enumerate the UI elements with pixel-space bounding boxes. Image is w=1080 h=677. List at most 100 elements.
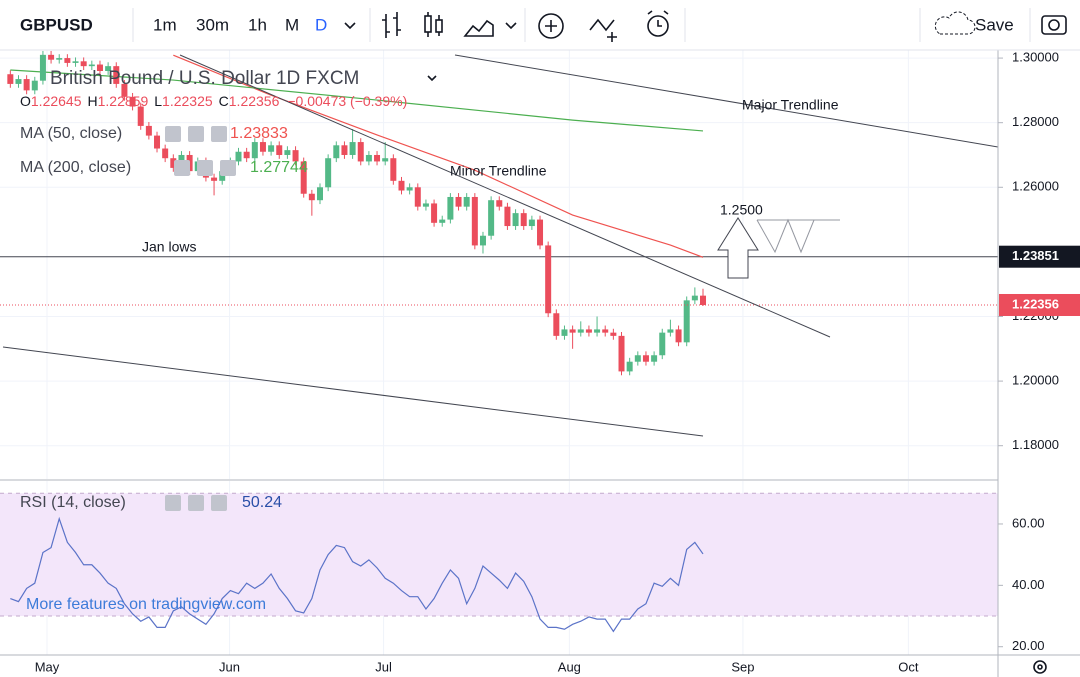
candle-body [594,329,601,333]
candle-body [496,200,503,207]
interval[interactable]: 1h [248,15,267,34]
interval[interactable]: D [315,15,327,34]
interval[interactable]: 30m [196,15,229,34]
candle-body [431,203,438,223]
candle-body [48,54,55,60]
candle-body [145,125,152,136]
candle-body [512,213,519,227]
ohlc-legend: O1.22645 H1.22859 L1.22325 C1.22356 −0.00473… [20,93,407,109]
candle-body [447,196,454,220]
candle-body [634,355,641,362]
candle-body [15,79,22,84]
save-button[interactable]: Save [975,15,1014,34]
candle-body [618,335,625,372]
interval[interactable]: M [285,15,299,34]
legend-value: 1.27744 [250,159,308,176]
candle-body [268,145,275,152]
candle-body [504,206,511,227]
chart-title: British Pound / U.S. Dollar 1D FXCM [50,68,359,89]
save-icon[interactable] [934,11,976,35]
annotation: Minor Trendline [450,163,547,179]
candle-body [479,235,486,246]
plot-area [0,50,998,479]
candle-body [316,187,323,201]
rsi-title: RSI (14, close) [20,494,126,511]
dropdown-icon[interactable] [344,22,356,30]
dropdown-icon [427,75,437,82]
x-tick-label: Sep [731,659,754,674]
y-tick-label: 1.30000 [1012,50,1059,65]
ohlc-label: H [88,93,98,109]
ohlc-value: 1.22859 [98,93,149,109]
price-tag-label: 1.23851 [1012,248,1059,263]
candle-body [585,329,592,333]
candle-body [113,66,120,84]
candle-body [700,295,707,305]
rsi-value: 50.24 [242,494,282,511]
candle-body [121,83,128,97]
candle-body [602,329,609,333]
major-trendline [454,54,998,148]
ohlc-label: L [154,93,162,109]
candle-body [7,74,14,84]
candle-body [333,145,340,159]
candle-body [471,196,478,246]
up-arrow [717,217,759,279]
candle-body [382,158,389,162]
price-tag-label: 1.22356 [1012,296,1059,311]
rsi-line [10,516,704,633]
legend-entry: MA (200, close) [20,159,131,176]
alert-icon[interactable] [647,10,669,37]
rsi-plot-area [0,481,998,655]
candle-body [259,142,266,152]
indicators-icon[interactable] [589,18,617,42]
ohlc-value: 1.22356 [229,93,280,109]
dropdown-icon[interactable] [505,22,517,30]
candle-body [365,154,372,162]
candle-body [251,142,258,159]
candle-body [162,148,169,159]
rsi-band [0,493,998,617]
candle-body [308,193,315,201]
candle-body [520,213,527,227]
candle-body [137,106,144,126]
candle-body [488,200,495,236]
candle-body [235,151,242,162]
candle-body [357,142,364,162]
compare-icon[interactable] [538,13,564,39]
candle-body [577,329,584,333]
area-icon[interactable] [463,19,494,37]
y-tick-label: 1.18000 [1012,437,1059,452]
interval[interactable]: 1m [153,15,177,34]
drawings [2,54,998,437]
legend-value: 1.23833 [230,125,288,142]
ohlc-value: 1.22645 [31,93,82,109]
candle-body [300,161,307,194]
candle-body [610,332,617,336]
x-tick-label: Oct [898,659,919,674]
moving-average [173,54,704,258]
candle-body [537,219,544,246]
symbol[interactable]: GBPUSD [20,15,93,34]
candle-body [39,54,46,81]
candle-body [211,177,218,181]
price-pane [0,50,998,479]
candle-body [414,187,421,207]
candle-body [72,61,79,63]
candle-body [80,61,87,67]
candle-body [683,300,690,343]
settings-icon[interactable] [1033,660,1047,674]
price-tag [999,245,1080,268]
candle-body [463,196,470,207]
candle-body [691,295,698,301]
snapshot-icon[interactable] [1041,15,1067,35]
candle-body [276,145,283,155]
candle-body [56,58,63,60]
candle-body [31,80,38,91]
candle-body [64,58,71,63]
legend-icons [165,126,236,511]
candles-icon[interactable] [424,12,443,37]
bars-icon[interactable] [382,12,401,38]
ohlc-value: 1.22325 [162,93,213,109]
price-tag [999,293,1080,316]
